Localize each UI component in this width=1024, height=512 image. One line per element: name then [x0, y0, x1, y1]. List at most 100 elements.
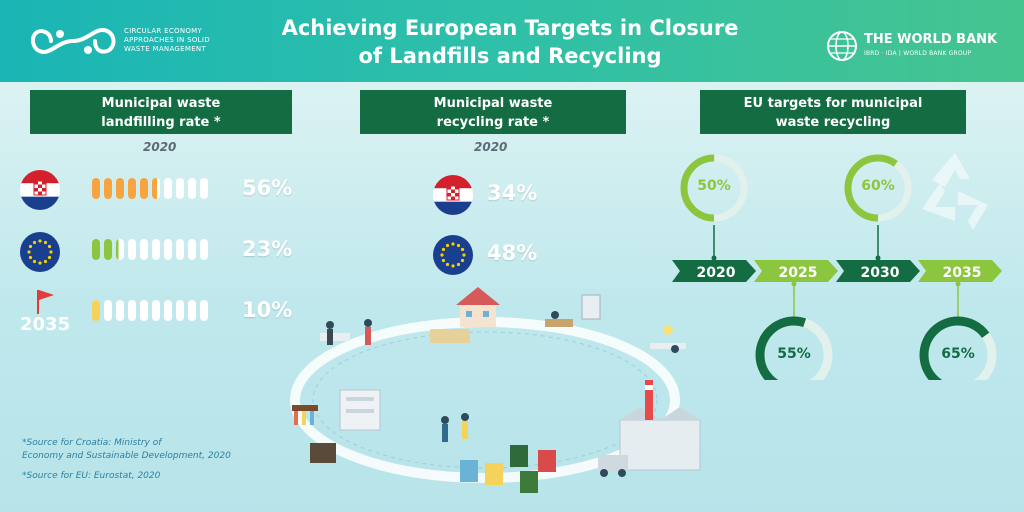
- rate-pill: [164, 178, 172, 199]
- timeline-year-2035: 2035: [942, 265, 982, 281]
- rate-pill: [176, 239, 184, 260]
- ring-progress: [844, 154, 912, 222]
- eu-star: [445, 243, 450, 248]
- timeline-year-2030: 2030: [860, 265, 900, 281]
- landfill-title-line-1: Municipal waste: [101, 96, 221, 111]
- timeline-year-2020: 2020: [696, 265, 736, 281]
- eu-star: [32, 259, 37, 264]
- target-value-2035: 65%: [941, 346, 975, 362]
- eu-star: [462, 253, 466, 257]
- world-bank-name: THE WORLD BANK: [864, 32, 998, 47]
- eu-star: [440, 253, 444, 257]
- croatia-landfill-bars: [92, 178, 208, 199]
- rate-pill: [200, 178, 208, 199]
- org-name: CIRCULAR ECONOMY APPROACHES IN SOLID WAS…: [124, 27, 210, 53]
- recycle-icon: [922, 153, 988, 230]
- croatia-landfill-value: 56%: [242, 176, 293, 200]
- landfill-year: 2020: [143, 140, 177, 154]
- target-ring-2030: [844, 154, 912, 222]
- landfill-panel-title: Municipal waste landfilling rate *: [30, 90, 292, 134]
- recycling-title-line-1: Municipal waste: [433, 96, 553, 111]
- recycling-bins-icon: [460, 445, 556, 493]
- ring-progress: [919, 316, 997, 380]
- rate-pill: [176, 300, 184, 321]
- source-croatia-line-1: *Source for Croatia: Ministry of: [22, 438, 162, 448]
- timeline-year-2025: 2025: [778, 265, 818, 281]
- eu-star: [32, 240, 37, 245]
- eu-star: [27, 250, 31, 254]
- croatia-recycling-value: 34%: [487, 181, 538, 205]
- timeline-dot: [955, 281, 961, 287]
- page-title: Achieving European Targets in Closure of…: [260, 14, 760, 70]
- rate-pill: [92, 178, 100, 199]
- rate-pill: [176, 178, 184, 199]
- rate-pill: [116, 239, 124, 260]
- timeline-arrow-2020: [672, 260, 756, 282]
- eu-landfill-value: 23%: [242, 237, 293, 261]
- rate-pill: [152, 239, 160, 260]
- eu-star: [451, 242, 455, 246]
- eu-star: [28, 255, 33, 260]
- eu-recycling-value: 48%: [487, 241, 538, 265]
- timeline-arrow-2030: [836, 260, 920, 282]
- rate-pill: [128, 178, 136, 199]
- factory-icon: [598, 380, 701, 477]
- circular-economy-illustration: [290, 287, 701, 493]
- target-landfill-bars: [92, 300, 208, 321]
- circular-economy-logo-icon: [30, 27, 116, 55]
- eu-star: [47, 244, 52, 249]
- target-landfill-value: 10%: [242, 298, 293, 322]
- timeline-dot: [711, 255, 717, 261]
- croatia-flag-icon: [20, 170, 60, 210]
- eu-star: [47, 255, 52, 260]
- target-year-label: 2035: [20, 314, 71, 335]
- ring-progress: [755, 316, 833, 380]
- recycling-year: 2020: [474, 140, 508, 154]
- rate-pill: [116, 300, 124, 321]
- targets-title-line-1: EU targets for municipal: [743, 96, 923, 111]
- croatia-flag-icon: [433, 175, 473, 215]
- rate-pill: [152, 178, 160, 199]
- eu-star: [49, 250, 53, 254]
- timeline-arrow-2035: [918, 260, 1002, 282]
- target-value-2030: 60%: [861, 178, 895, 194]
- targets-panel-title: EU targets for municipal waste recycling: [700, 90, 966, 134]
- rate-pill: [128, 300, 136, 321]
- eu-star: [43, 240, 48, 245]
- world-bank-subtitle: IBRD · IDA | WORLD BANK GROUP: [864, 50, 972, 57]
- rate-pill: [92, 239, 100, 260]
- rate-pill: [140, 300, 148, 321]
- desk-icon: [650, 325, 686, 353]
- target-ring-2020: [680, 154, 748, 222]
- rate-pill: [128, 239, 136, 260]
- timeline-dot: [875, 255, 881, 261]
- eu-flag-icon: [433, 235, 473, 275]
- eu-star: [456, 262, 461, 267]
- rate-pill: [188, 178, 196, 199]
- eu-star: [456, 243, 461, 248]
- header-banner: [0, 0, 1024, 82]
- target-ring-2025: [755, 316, 833, 380]
- shop-icon: [292, 389, 381, 463]
- eu-star: [28, 244, 33, 249]
- ring-progress: [680, 154, 748, 222]
- rate-pill: [152, 300, 160, 321]
- title-line-2: of Landfills and Recycling: [358, 44, 662, 68]
- people-icon: [320, 319, 469, 442]
- eu-star: [441, 258, 446, 263]
- rate-pill: [188, 239, 196, 260]
- rate-pill: [140, 239, 148, 260]
- rate-pill: [200, 239, 208, 260]
- world-bank-globe-icon: [827, 31, 857, 61]
- eu-star: [451, 264, 455, 268]
- landfill-title-line-2: landfilling rate *: [101, 115, 221, 130]
- target-flag-icon: [37, 290, 54, 314]
- recycling-title-line-2: recycling rate *: [436, 115, 550, 130]
- eu-landfill-bars: [92, 239, 208, 260]
- eu-star: [38, 261, 42, 265]
- target-ring-2035: [919, 316, 997, 380]
- rate-pill: [188, 300, 196, 321]
- rate-pill: [104, 178, 112, 199]
- recycling-panel-title: Municipal waste recycling rate *: [360, 90, 626, 134]
- eu-star: [38, 239, 42, 243]
